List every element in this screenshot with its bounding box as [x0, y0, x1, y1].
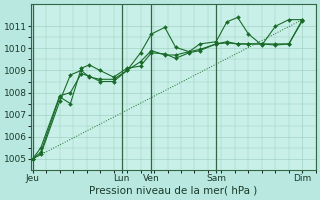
X-axis label: Pression niveau de la mer( hPa ): Pression niveau de la mer( hPa )	[90, 186, 258, 196]
